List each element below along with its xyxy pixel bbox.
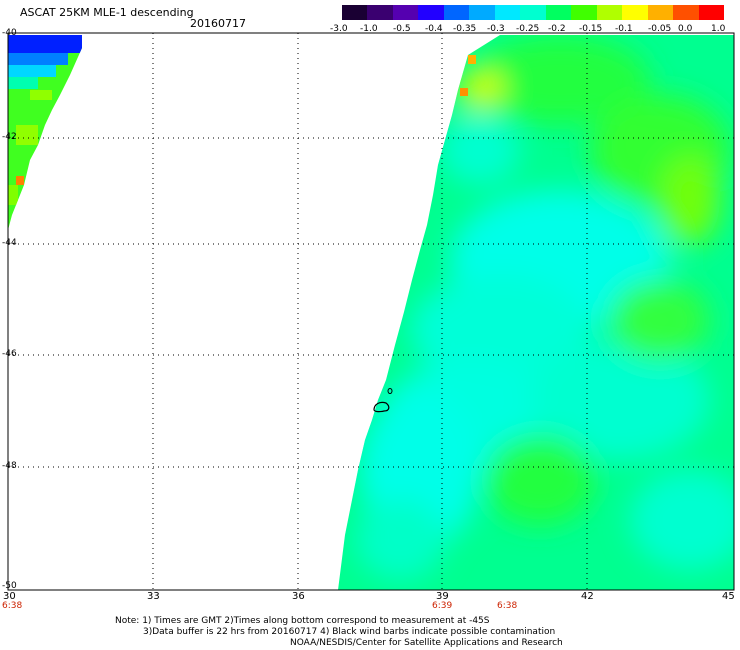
colorbar-swatch	[418, 5, 444, 20]
colorbar-swatch	[342, 5, 368, 20]
colorbar-swatch	[698, 5, 725, 20]
colorbar-tick: -0.1	[615, 24, 633, 34]
note-line-1: Note: 1) Times are GMT 2)Times along bot…	[115, 616, 490, 626]
lon-label: 42	[581, 591, 594, 602]
lon-label: 36	[292, 591, 305, 602]
colorbar-swatch	[622, 5, 648, 20]
colorbar-swatch	[367, 5, 393, 20]
colorbar-swatch	[647, 5, 674, 20]
colorbar-ticks: -3.0 -1.0 -0.5 -0.4 -0.35 -0.3 -0.25 -0.…	[330, 24, 740, 36]
time-label: 6:38	[2, 601, 23, 611]
lon-label: 30	[3, 591, 16, 602]
lat-label: -42	[2, 132, 17, 142]
colorbar-swatch	[469, 5, 495, 20]
grid-lines	[8, 32, 734, 590]
time-label: 6:38	[497, 601, 518, 611]
lat-label: -40	[2, 28, 17, 38]
lon-label: 39	[436, 591, 449, 602]
map-title: ASCAT 25KM MLE-1 descending	[20, 6, 194, 19]
small-island-outline	[387, 388, 393, 394]
colorbar-tick: 0.0	[678, 24, 693, 34]
colorbar	[342, 5, 725, 20]
note-line-2: 3)Data buffer is 22 hrs from 20160717 4)…	[143, 627, 556, 637]
island-outline	[373, 401, 390, 413]
note-line-3: NOAA/NESDIS/Center for Satellite Applica…	[290, 638, 563, 648]
time-label: 6:39	[432, 601, 453, 611]
lon-label: 45	[722, 591, 735, 602]
lon-label: 33	[147, 591, 160, 602]
colorbar-swatch	[443, 5, 470, 20]
colorbar-swatch	[571, 5, 597, 20]
colorbar-swatch	[596, 5, 623, 20]
colorbar-tick: -1.0	[360, 24, 378, 34]
colorbar-swatch	[673, 5, 699, 20]
colorbar-swatch	[545, 5, 572, 20]
colorbar-tick: -0.25	[516, 24, 540, 34]
lat-label: -44	[2, 238, 17, 248]
colorbar-tick: -0.4	[425, 24, 443, 34]
colorbar-swatch	[392, 5, 419, 20]
colorbar-tick: -0.2	[548, 24, 566, 34]
colorbar-tick: -0.3	[487, 24, 505, 34]
plot-frame	[7, 32, 735, 591]
lat-label: -48	[2, 461, 17, 471]
lat-label: -46	[2, 349, 17, 359]
colorbar-tick: -0.35	[453, 24, 477, 34]
colorbar-tick: -0.05	[648, 24, 672, 34]
colorbar-tick: -3.0	[330, 24, 348, 34]
colorbar-swatch	[494, 5, 521, 20]
colorbar-tick: 1.0	[711, 24, 726, 34]
east-swath	[338, 35, 734, 590]
colorbar-tick: -0.15	[579, 24, 603, 34]
map-date: 20160717	[190, 17, 246, 30]
colorbar-swatch	[520, 5, 546, 20]
colorbar-tick: -0.5	[393, 24, 411, 34]
lat-label: -50	[2, 581, 17, 591]
